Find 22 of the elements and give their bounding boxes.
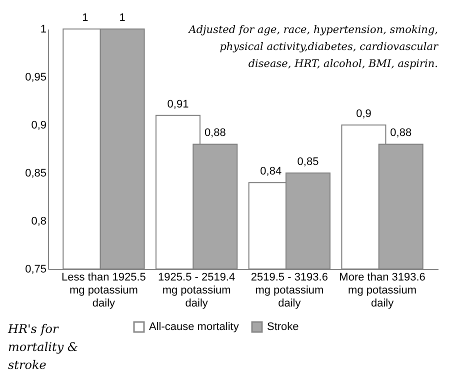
data-label: 0,85 — [297, 156, 319, 168]
y-tick-label: 0,8 — [31, 216, 46, 228]
data-label: 0,91 — [167, 98, 189, 110]
y-tick-label: 0,75 — [25, 264, 46, 276]
data-label: 0,88 — [390, 127, 412, 140]
x-tick-label: Less than 1925.5 mg potassium daily — [62, 272, 146, 310]
x-tick-label: 2519.5 - 3193.6 mg potassium daily — [250, 272, 328, 310]
x-tick-label: 1925.5 - 2519.4 mg potassium daily — [158, 272, 236, 310]
data-label: 1 — [119, 12, 126, 24]
data-label: 1 — [82, 12, 88, 24]
data-label: 0,84 — [260, 166, 282, 178]
legend-label: All-cause mortality — [149, 321, 240, 333]
legend-label: Stroke — [267, 321, 299, 333]
data-label: 0,9 — [356, 108, 372, 120]
y-tick-label: 0,95 — [25, 72, 46, 84]
y-tick-label: 1 — [40, 24, 46, 36]
x-tick-label: More than 3193.6 mg potassium daily — [339, 272, 426, 310]
y-axis-title: HR's for mortality & stroke — [7, 322, 78, 372]
annotation: Adjusted for age, race, hypertension, smoking, physical activity,diabetes, cardiovascular disease, HRT, alcohol, BMI, aspirin. — [188, 24, 439, 70]
y-tick-label: 0,9 — [31, 120, 46, 132]
y-tick-label: 0,85 — [25, 168, 46, 180]
data-label: 0,88 — [204, 127, 226, 140]
